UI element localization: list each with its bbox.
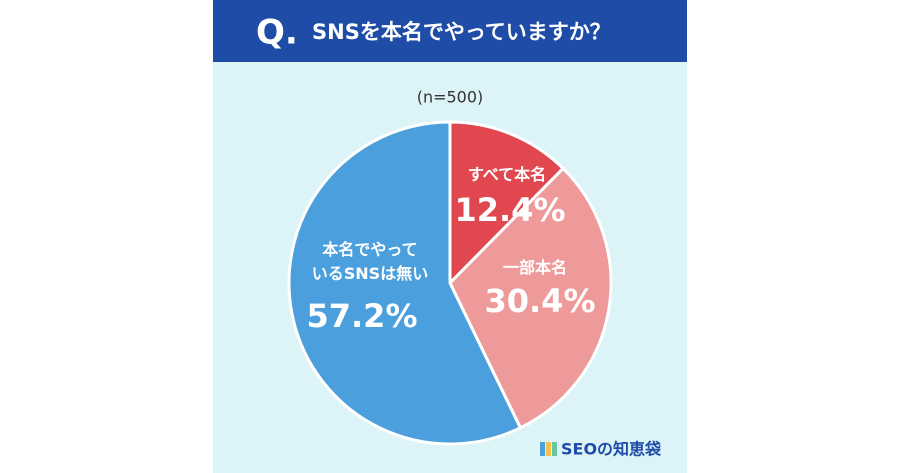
logo-icon	[540, 442, 557, 456]
chart-title: SNSを本名でやっていますか？	[312, 20, 611, 44]
header-band	[213, 0, 687, 62]
slice-value-label: 30.4%	[484, 282, 595, 320]
subtitle: (n=500)	[417, 88, 484, 107]
slice-category: すべて本名	[468, 165, 546, 184]
slice-value-label: 57.2%	[306, 297, 417, 335]
logo: SEOの知恵袋	[561, 440, 662, 459]
badge: Q.	[256, 13, 298, 53]
slice-category: 一部本名	[503, 258, 567, 277]
slice-category: 本名でやっているSNSは無い	[312, 240, 428, 283]
pie-slice	[287, 120, 522, 446]
slice-value-label: 12.4%	[454, 191, 565, 229]
pie-slice	[448, 120, 565, 285]
